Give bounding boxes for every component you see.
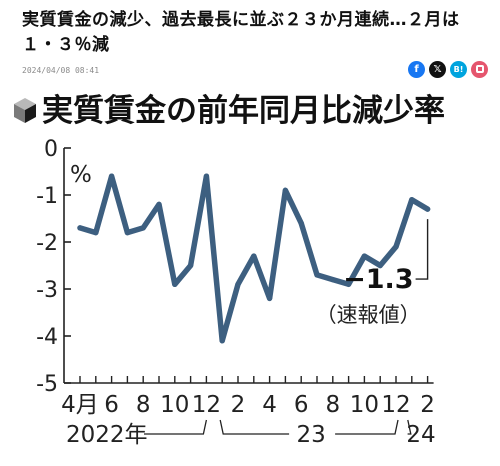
data-point	[109, 173, 115, 179]
x-tick-label: 8	[325, 392, 340, 418]
y-tick-label: -4	[36, 325, 58, 350]
data-point	[235, 281, 241, 287]
data-point	[188, 262, 194, 269]
y-tick-label: -5	[36, 372, 58, 397]
line-icon[interactable]	[471, 61, 488, 78]
last-value-annotation: −1.3 （速報値）	[316, 219, 429, 327]
data-point	[282, 187, 288, 193]
data-point	[361, 253, 367, 259]
annotation-leader	[415, 219, 429, 280]
x-tick-label: 2	[231, 392, 246, 418]
article-headline: 実質賃金の減少、過去最長に並ぶ２３か月連続…２月は１・３％減	[22, 10, 460, 55]
data-point	[77, 225, 83, 231]
hatena-bookmark-icon[interactable]: B!	[450, 61, 467, 78]
data-point	[219, 338, 225, 344]
chart-title: 実質賃金の前年同月比減少率	[42, 93, 445, 129]
series	[77, 173, 431, 344]
data-point	[124, 230, 130, 236]
x-tick-label: 10	[160, 392, 189, 418]
x-tick-label: 8	[136, 392, 151, 418]
cube-icon	[14, 98, 36, 123]
data-point	[251, 253, 257, 259]
x-tick-label: 4	[262, 392, 277, 418]
x-tick-label: 6	[294, 392, 309, 418]
data-point	[93, 230, 99, 236]
y-tick-label: -1	[36, 184, 58, 209]
last-value-note: （速報値）	[316, 303, 421, 327]
data-point	[156, 201, 162, 207]
facebook-icon[interactable]: f	[408, 61, 425, 78]
x-icon[interactable]: 𝕏	[429, 61, 446, 78]
data-point	[267, 295, 273, 301]
year-bracket	[219, 419, 290, 435]
data-point	[393, 244, 399, 250]
data-point	[314, 272, 320, 278]
year-label: 24	[406, 422, 435, 448]
data-point	[330, 277, 336, 283]
year-label: 23	[296, 422, 325, 448]
chart: 実質賃金の前年同月比減少率 0-1-2-3-4-5 4月 6 8 10 12 2 4 6 8 10…	[14, 93, 445, 448]
data-point	[203, 173, 209, 179]
y-axis: 0 -1 -2 -3 -4 -5	[36, 137, 71, 397]
last-value-label: −1.3	[343, 264, 413, 295]
data-point	[377, 262, 383, 269]
x-tick-label: 4月	[61, 392, 99, 418]
data-point	[346, 281, 352, 287]
x-tick-label: 2	[420, 392, 435, 418]
year-label: 2022年	[66, 422, 148, 448]
publish-date: 2024/04/08 08:41	[22, 66, 100, 75]
data-point	[409, 197, 415, 203]
x-tick-label: 6	[104, 392, 119, 418]
year-bracket	[335, 419, 399, 435]
y-tick-label: -3	[36, 278, 58, 303]
y-axis-unit: %	[70, 162, 92, 188]
y-tick-label: 0	[44, 137, 58, 162]
data-point	[172, 281, 178, 287]
data-point	[425, 206, 431, 212]
data-point	[140, 225, 146, 231]
x-tick-label: 12	[192, 392, 221, 418]
y-tick-label: -2	[36, 231, 58, 256]
x-tick-label: 10	[350, 392, 379, 418]
x-tick-label: 12	[381, 392, 410, 418]
data-point	[298, 220, 304, 226]
year-bracket	[407, 419, 412, 435]
year-bracket	[144, 419, 208, 435]
